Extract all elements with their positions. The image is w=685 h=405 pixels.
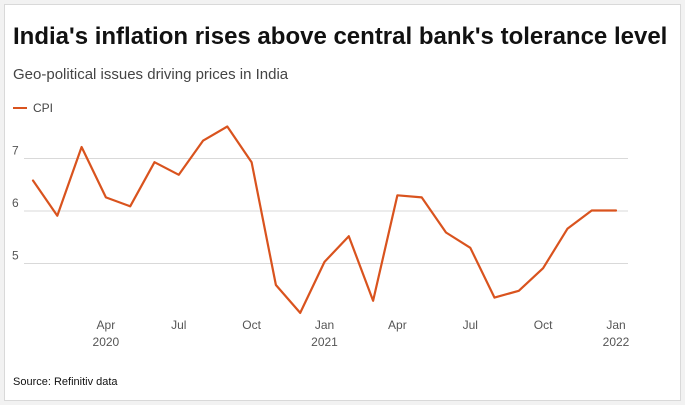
x-tick-year-label: 2022 bbox=[603, 335, 630, 349]
y-tick-label: 6 bbox=[12, 196, 19, 210]
x-tick-label: Jan bbox=[606, 318, 625, 332]
x-tick-label: Apr bbox=[388, 318, 407, 332]
chart-subtitle: Geo-political issues driving prices in I… bbox=[13, 66, 289, 83]
x-tick-label: Oct bbox=[534, 318, 553, 332]
x-tick-label: Jan bbox=[315, 318, 334, 332]
y-tick-label: 5 bbox=[12, 249, 19, 263]
x-tick-label: Jul bbox=[171, 318, 186, 332]
x-tick-label: Jul bbox=[463, 318, 478, 332]
y-tick-label: 7 bbox=[12, 144, 19, 158]
legend-label-cpi: CPI bbox=[33, 101, 54, 115]
x-tick-year-label: 2021 bbox=[311, 335, 338, 349]
x-tick-label: Apr bbox=[97, 318, 116, 332]
source-note: Source: Refinitiv data bbox=[13, 376, 118, 388]
x-tick-label: Oct bbox=[242, 318, 261, 332]
x-tick-year-label: 2020 bbox=[93, 335, 120, 349]
legend: CPI bbox=[13, 101, 53, 115]
series-line-cpi bbox=[31, 125, 618, 314]
chart-title: India's inflation rises above central ba… bbox=[13, 23, 668, 50]
legend-swatch-cpi bbox=[13, 107, 27, 109]
